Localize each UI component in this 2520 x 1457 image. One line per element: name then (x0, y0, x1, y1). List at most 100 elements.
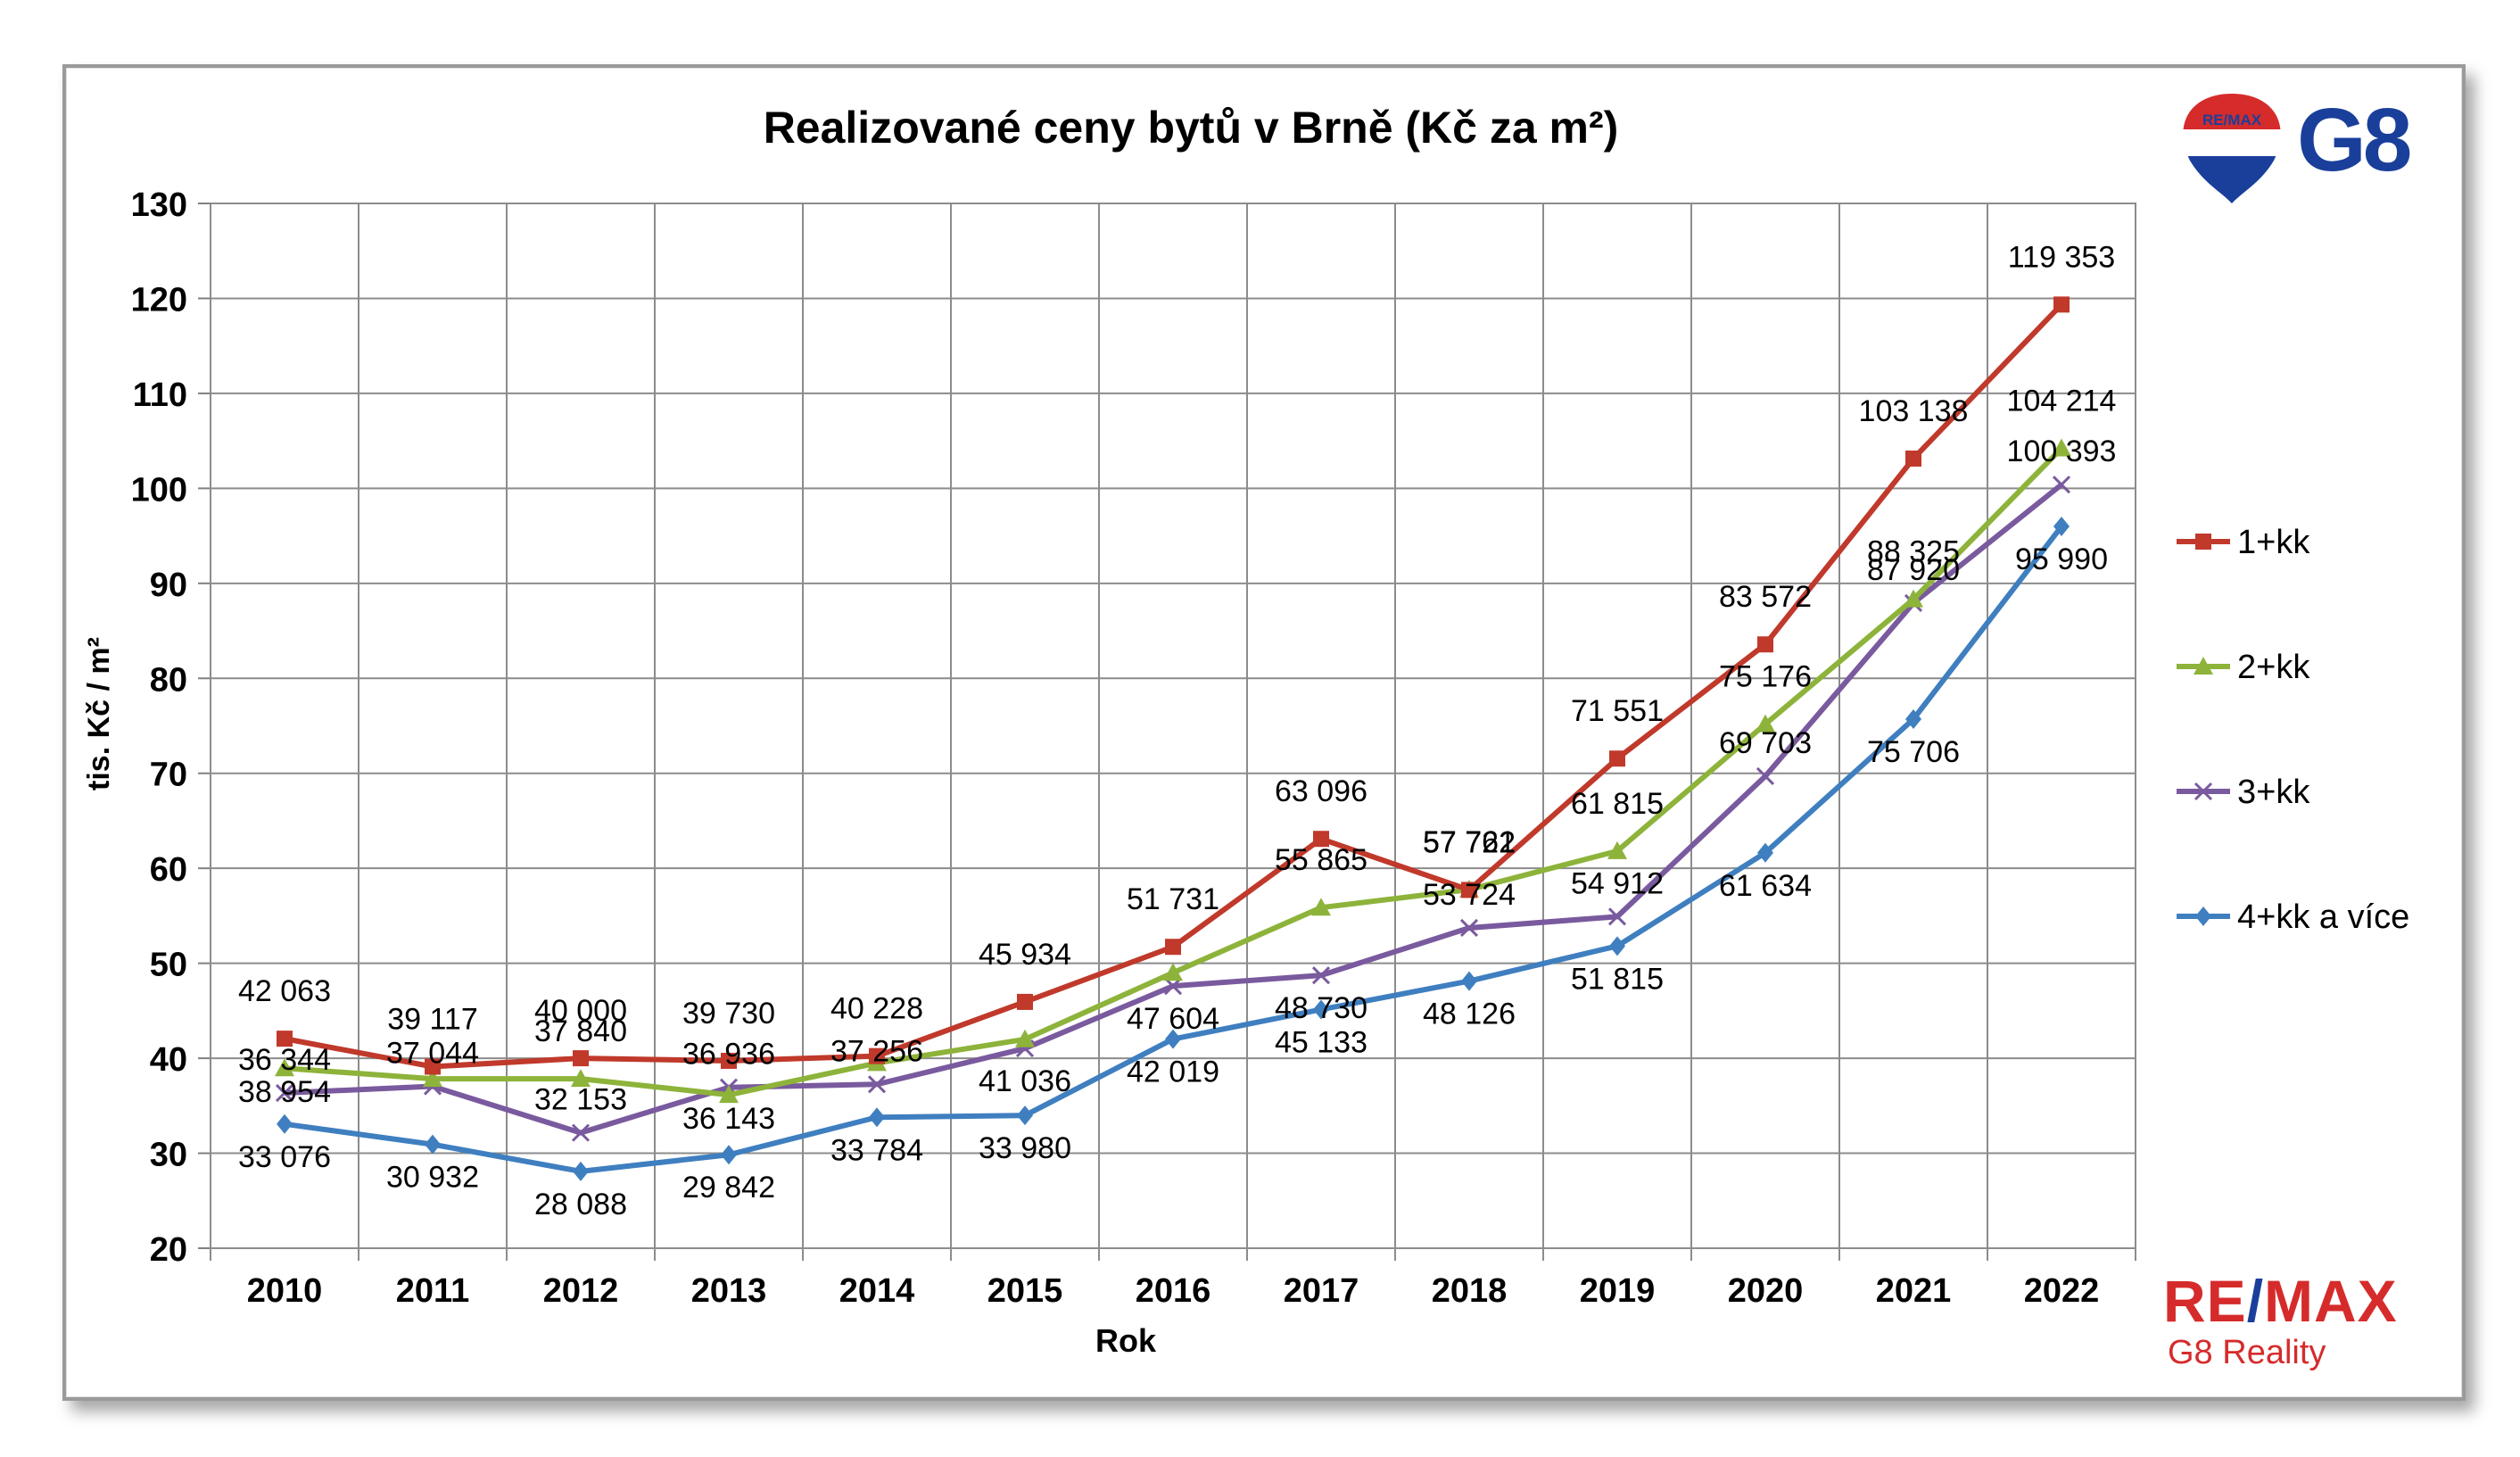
data-label: 36 936 (682, 1038, 775, 1072)
x-tick-label: 2020 (1728, 1272, 1804, 1310)
data-label: 40 000 (534, 994, 627, 1028)
data-point (2053, 517, 2070, 537)
y-tick-label: 90 (150, 567, 187, 604)
data-point (867, 1075, 887, 1094)
y-tick-label: 80 (150, 661, 187, 699)
x-tick-label: 2012 (543, 1272, 619, 1310)
legend-label: 1+kk (2237, 524, 2310, 561)
data-label: 48 126 (1423, 998, 1516, 1031)
data-point (423, 1069, 442, 1088)
data-label: 100 393 (2007, 435, 2117, 468)
legend: 1+kk 2+kk 3+kk 4+kk a více (2177, 524, 2409, 936)
y-tick-label: 120 (131, 281, 187, 319)
data-label: 75 706 (1867, 735, 1960, 769)
x-tick-label: 2021 (1876, 1272, 1952, 1310)
data-label: 88 325 (1867, 535, 1960, 569)
data-labels: 38 954 37 840 36 143 55 865 57 761 61 815 75 1… (238, 385, 2116, 1137)
data-point (1757, 636, 1773, 653)
data-label: 51 731 (1127, 882, 1219, 916)
data-point (275, 1058, 294, 1077)
y-tick-label: 30 (150, 1137, 187, 1174)
y-tick-label: 40 (150, 1041, 187, 1079)
data-point (1757, 842, 1773, 863)
data-label: 47 604 (1127, 1002, 1219, 1036)
data-point (1015, 1029, 1035, 1047)
data-label: 41 036 (979, 1064, 1071, 1098)
data-point (2194, 782, 2213, 801)
y-tick-label: 130 (131, 186, 187, 224)
data-point (425, 1134, 441, 1155)
data-label: 36 344 (238, 1043, 331, 1077)
data-point (1017, 1105, 1033, 1126)
data-point (1609, 936, 1625, 956)
data-point (1017, 993, 1033, 1010)
data-point (719, 1085, 739, 1104)
data-label: 40 228 (830, 992, 923, 1026)
data-point (1607, 907, 1627, 926)
x-tick-label: 2018 (1432, 1272, 1508, 1310)
x-tick-label: 2015 (987, 1272, 1063, 1310)
data-label: 45 133 (1275, 1025, 1367, 1059)
data-point (571, 1123, 591, 1142)
data-point (869, 1047, 885, 1064)
data-point (1461, 971, 1477, 991)
data-label: 37 044 (386, 1037, 479, 1071)
data-point (721, 1145, 737, 1165)
data-point (573, 1161, 589, 1181)
legend-item: 2+kk (2177, 649, 2310, 686)
data-label: 61 815 (1571, 787, 1664, 821)
data-point (1311, 966, 1331, 985)
g8-logo-text: G8 (2297, 90, 2412, 190)
data-label: 57 761 (1423, 825, 1516, 859)
data-point (721, 1052, 737, 1069)
data-point (1607, 840, 1627, 859)
data-point (1313, 999, 1329, 1020)
data-point (425, 1058, 441, 1075)
legend-item: 1+kk (2177, 524, 2310, 561)
data-label: 32 153 (534, 1083, 627, 1117)
x-tick-label: 2019 (1580, 1272, 1656, 1310)
data-point (1165, 939, 1181, 956)
data-point (1459, 918, 1479, 938)
data-label: 30 932 (386, 1161, 479, 1195)
data-label: 63 096 (1275, 774, 1367, 808)
data-label: 42 019 (1127, 1055, 1219, 1089)
data-point (1905, 450, 1921, 467)
g8-reality-tagline: G8 Reality (2168, 1334, 2326, 1371)
y-tick-label: 70 (150, 757, 187, 794)
data-label: 57 722 (1423, 825, 1516, 859)
data-point (869, 1107, 885, 1128)
legend-label: 3+kk (2237, 774, 2310, 811)
data-point (571, 1069, 591, 1088)
data-label: 71 551 (1571, 694, 1664, 728)
data-point (277, 1031, 293, 1047)
data-label: 104 214 (2007, 385, 2117, 418)
x-tick-label: 2013 (691, 1272, 767, 1310)
legend-item: 3+kk (2177, 774, 2310, 811)
data-label: 61 634 (1719, 869, 1812, 903)
data-label: 37 840 (534, 1014, 627, 1048)
plot-area: 20 30 40 50 60 70 80 90 100 110 120 130 2010 2011 2012… (131, 186, 2136, 1310)
data-label: 42 063 (238, 974, 331, 1008)
data-label: 48 730 (1275, 991, 1367, 1025)
y-axis-label: tis. Kč / m² (82, 637, 116, 791)
x-tick-label: 2022 (2024, 1272, 2100, 1310)
x-axis-label: Rok (1095, 1322, 1157, 1359)
y-tick-label: 50 (150, 947, 187, 984)
data-label: 95 990 (2015, 542, 2108, 576)
data-point (2195, 906, 2211, 926)
data-label: 38 954 (238, 1075, 331, 1109)
legend-label: 2+kk (2237, 649, 2310, 686)
data-label: 37 256 (830, 1034, 923, 1068)
data-label: 39 730 (682, 997, 775, 1031)
data-label: 33 784 (830, 1133, 923, 1167)
data-label: 69 703 (1719, 726, 1812, 760)
svg-text:RE/MAX: RE/MAX (2202, 112, 2262, 128)
data-point (2052, 476, 2071, 494)
data-point (2194, 657, 2213, 675)
data-point (1163, 963, 1183, 981)
data-label: 54 912 (1571, 866, 1664, 900)
remax-balloon-logo: RE/MAX (2183, 94, 2281, 203)
data-point (2195, 534, 2211, 550)
